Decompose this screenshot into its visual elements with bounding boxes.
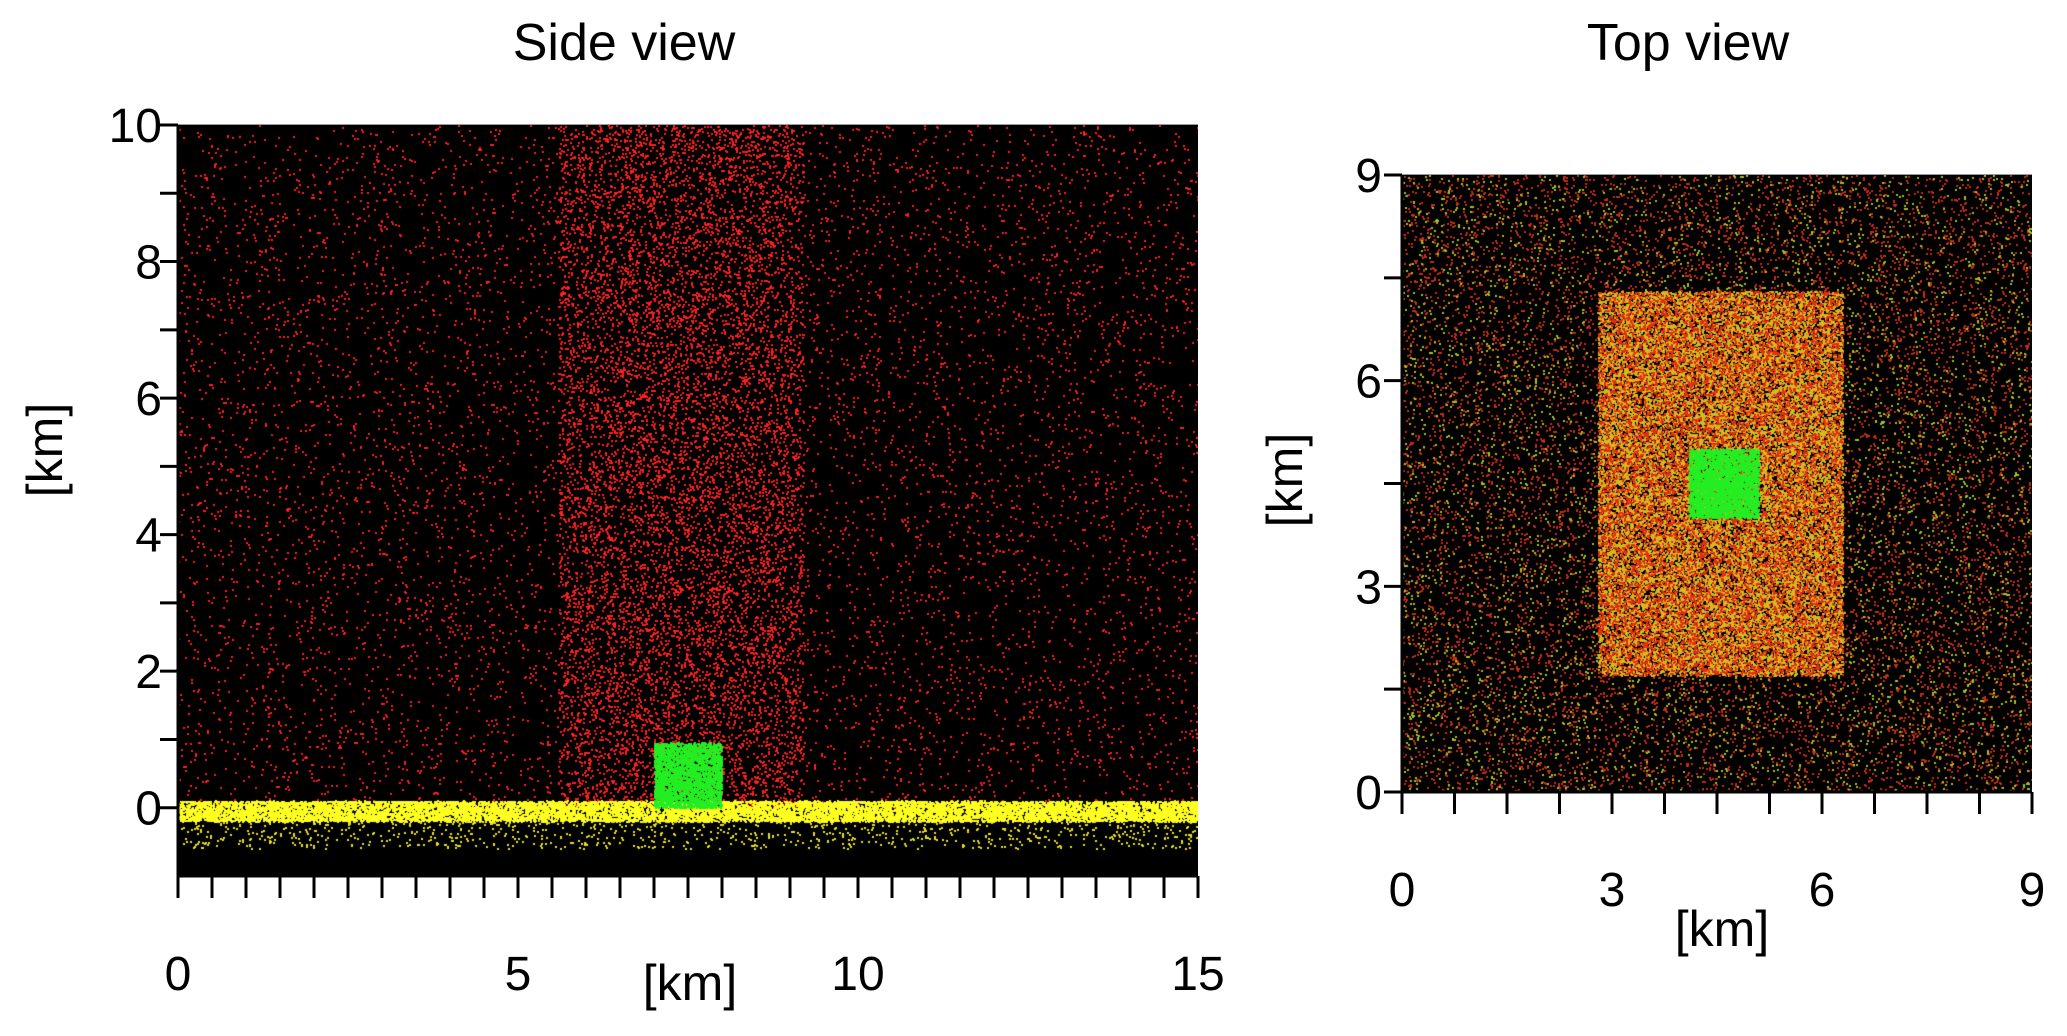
top-view-ylabel: [km] xyxy=(1257,433,1313,527)
side-view-scatter-points xyxy=(178,125,1198,876)
side-view-title: Side view xyxy=(513,14,736,72)
top-view-panel: Top view 0 3 6 9 0 3 6 9 [km] [km] xyxy=(1257,14,2045,957)
top-x-tick-label: 3 xyxy=(1599,864,1626,917)
top-x-tick-label: 0 xyxy=(1389,864,1416,917)
side-x-tick-label: 10 xyxy=(831,948,884,1001)
top-y-tick-label: 0 xyxy=(1355,767,1382,820)
top-view-scatter-points xyxy=(1402,175,2032,792)
top-y-tick-label: 6 xyxy=(1355,356,1382,409)
side-x-tick-label: 0 xyxy=(165,948,192,1001)
side-x-tick-label: 5 xyxy=(505,948,532,1001)
top-view-axes: 0 3 6 9 0 3 6 9 xyxy=(1355,150,2045,917)
side-view-ylabel: [km] xyxy=(17,403,73,497)
side-view-panel: Side view 0 5 10 15 0 2 4 6 8 10 [km] [km] xyxy=(17,14,1225,1011)
top-y-tick-label: 3 xyxy=(1355,561,1382,614)
side-x-tick-label: 15 xyxy=(1171,948,1224,1001)
side-y-tick-label: 0 xyxy=(135,783,162,836)
top-view-xlabel: [km] xyxy=(1675,901,1769,957)
side-view-xlabel: [km] xyxy=(643,955,737,1011)
top-y-tick-label: 9 xyxy=(1355,150,1382,203)
side-view-axes: 0 5 10 15 0 2 4 6 8 10 xyxy=(109,100,1225,1001)
top-x-tick-label: 9 xyxy=(2019,864,2046,917)
side-y-tick-label: 6 xyxy=(135,373,162,426)
top-view-title: Top view xyxy=(1587,14,1790,72)
top-x-tick-label: 6 xyxy=(1809,864,1836,917)
side-y-tick-label: 4 xyxy=(135,510,162,563)
side-y-tick-label: 10 xyxy=(109,100,162,153)
side-y-tick-label: 8 xyxy=(135,237,162,290)
side-y-tick-label: 2 xyxy=(135,646,162,699)
